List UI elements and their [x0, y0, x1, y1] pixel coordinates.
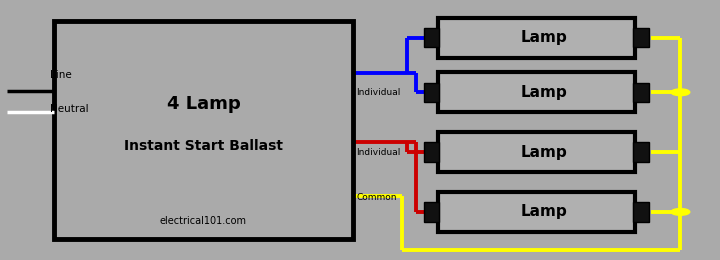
Text: Instant Start Ballast: Instant Start Ballast — [124, 139, 283, 153]
Text: Lamp: Lamp — [521, 145, 567, 160]
Text: Neutral: Neutral — [50, 104, 89, 114]
FancyBboxPatch shape — [634, 83, 649, 102]
FancyBboxPatch shape — [423, 202, 439, 222]
FancyBboxPatch shape — [54, 21, 353, 239]
FancyBboxPatch shape — [438, 72, 635, 112]
Circle shape — [671, 89, 690, 96]
Text: Lamp: Lamp — [521, 30, 567, 45]
FancyBboxPatch shape — [634, 202, 649, 222]
FancyBboxPatch shape — [438, 192, 635, 232]
FancyBboxPatch shape — [423, 83, 439, 102]
FancyBboxPatch shape — [423, 142, 439, 162]
FancyBboxPatch shape — [634, 142, 649, 162]
Circle shape — [671, 209, 690, 215]
FancyBboxPatch shape — [423, 28, 439, 47]
Text: electrical101.com: electrical101.com — [160, 216, 247, 226]
Text: Lamp: Lamp — [521, 85, 567, 100]
FancyBboxPatch shape — [634, 28, 649, 47]
Text: Individual: Individual — [356, 88, 401, 97]
Text: Individual: Individual — [356, 148, 401, 157]
FancyBboxPatch shape — [438, 18, 635, 58]
Text: Line: Line — [50, 70, 72, 80]
Text: Lamp: Lamp — [521, 204, 567, 219]
Text: Common: Common — [356, 193, 397, 202]
Text: 4 Lamp: 4 Lamp — [166, 95, 240, 113]
FancyBboxPatch shape — [438, 132, 635, 172]
